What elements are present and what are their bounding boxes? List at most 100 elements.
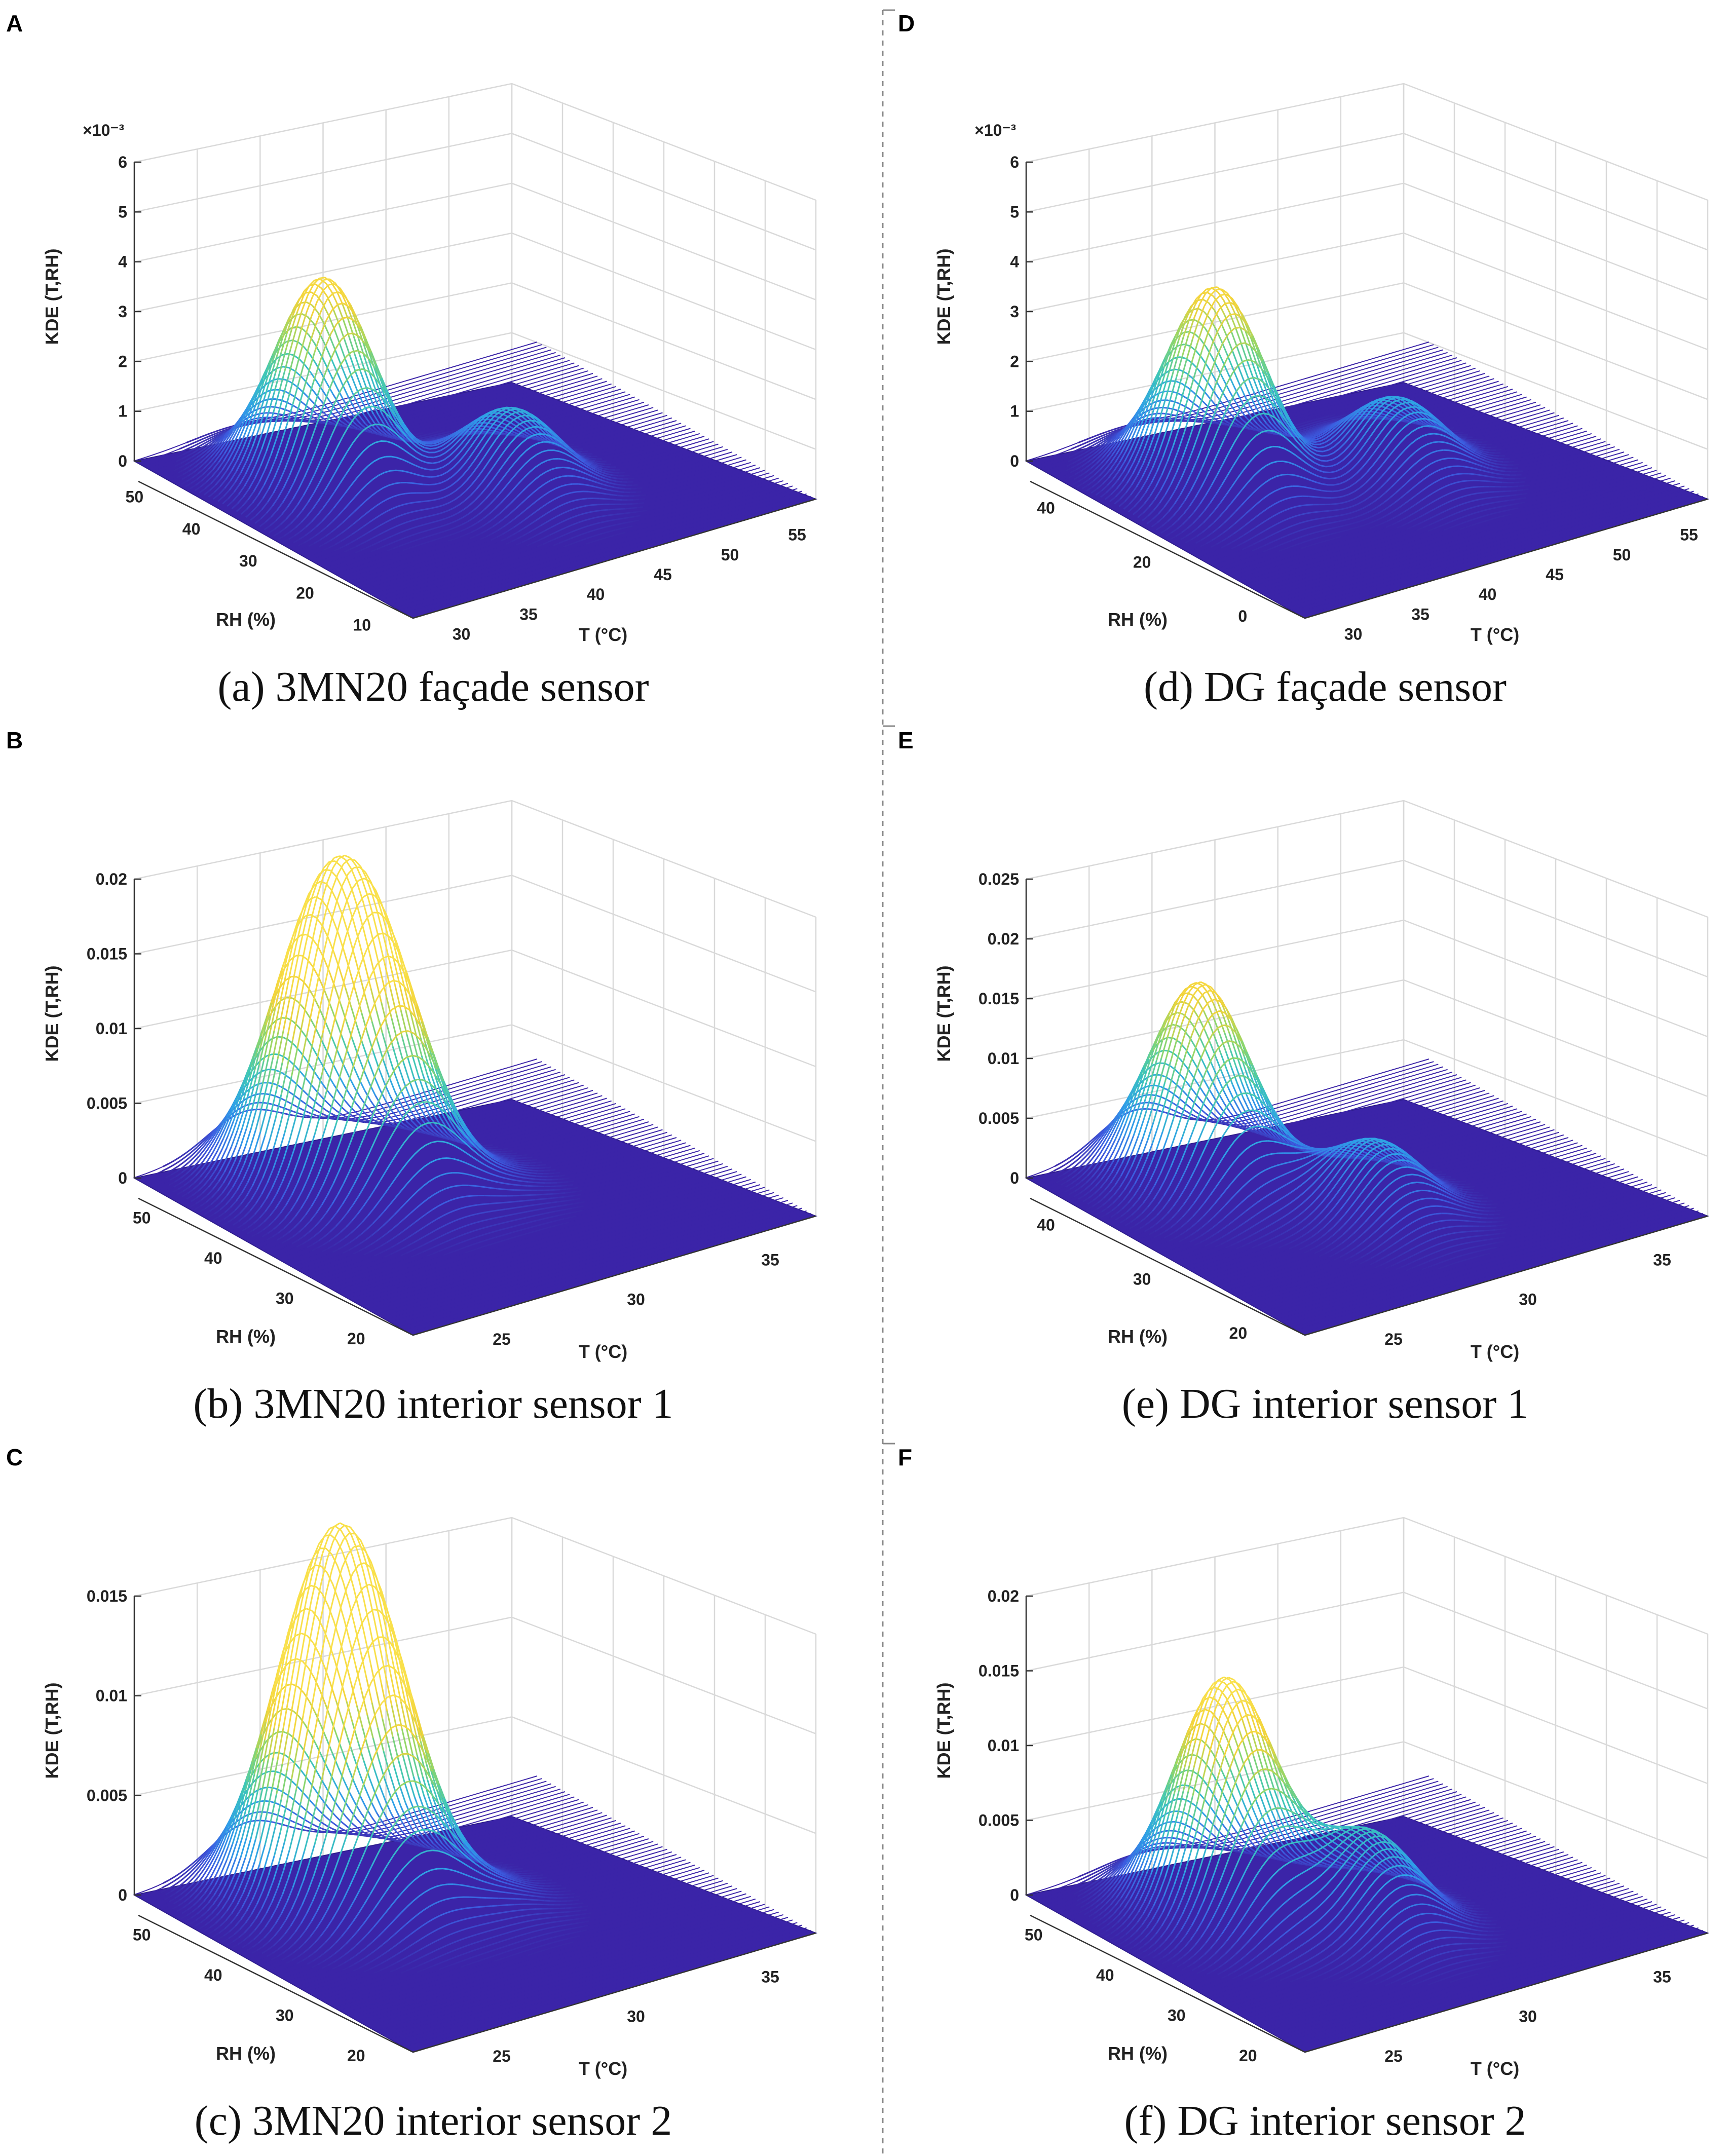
surface-line (547, 365, 552, 367)
surface-line (362, 389, 367, 402)
surface-line (295, 411, 301, 412)
surface-line (581, 375, 587, 376)
surface-line (687, 440, 693, 441)
surface-line (334, 329, 340, 344)
surface-line (305, 342, 310, 362)
surface-line (666, 418, 671, 420)
surface-line (600, 405, 606, 407)
surface-line (586, 456, 591, 457)
surface-line (490, 358, 496, 360)
surface-line (594, 407, 600, 409)
surface-line (644, 421, 650, 422)
surface-line (474, 359, 479, 361)
surface-line (310, 324, 316, 342)
surface-line (279, 379, 284, 380)
surface-line (395, 398, 400, 400)
surface-line (531, 366, 536, 368)
surface-line (573, 366, 579, 367)
surface-line (643, 425, 649, 426)
surface-line (582, 395, 587, 397)
surface-line (584, 387, 589, 388)
surface-line (593, 411, 599, 413)
surface-line (647, 412, 652, 413)
surface-line (649, 423, 654, 425)
surface-line (571, 394, 577, 396)
surface-line (569, 403, 575, 404)
surface-line (569, 383, 574, 385)
surface-line (498, 368, 504, 369)
surface-line (689, 431, 695, 433)
surface-line (638, 422, 644, 424)
surface-line (430, 448, 436, 449)
surface-line (664, 427, 669, 428)
surface-line (462, 362, 468, 364)
surface-line (429, 388, 435, 390)
surface-line (554, 380, 559, 381)
surface-line (451, 366, 457, 367)
surface-line (533, 377, 539, 379)
surface-line (331, 282, 336, 291)
surface-line (551, 368, 557, 369)
surface-line (496, 357, 501, 358)
surface-line (483, 384, 489, 386)
surface-line (503, 351, 508, 352)
surface-line (584, 406, 589, 408)
surface-line (642, 409, 647, 411)
surface-line (511, 407, 516, 408)
surface-line (539, 356, 544, 357)
surface-line (545, 350, 551, 352)
surface-line (491, 354, 497, 356)
surface-line (485, 356, 491, 357)
surface-line (524, 348, 530, 350)
surface-line (395, 483, 400, 484)
surface-line (602, 401, 607, 403)
surface-line (442, 381, 447, 382)
surface-line (376, 424, 382, 425)
surface-line (493, 369, 498, 371)
surface-line (541, 347, 546, 349)
surface-line (417, 396, 422, 397)
surface-line (409, 382, 415, 384)
surface-line (629, 417, 635, 419)
surface-line (457, 384, 462, 386)
surface-line (456, 388, 461, 390)
surface-line (587, 373, 593, 375)
surface-line (628, 421, 633, 423)
surface-line (551, 388, 557, 390)
surface-line (428, 393, 434, 394)
surface-line (462, 387, 467, 388)
surface-line (445, 388, 451, 389)
surface-line (544, 354, 550, 356)
surface-line (594, 387, 600, 389)
surface-line (615, 389, 621, 391)
surface-line (173, 449, 179, 451)
surface-line (420, 383, 425, 385)
surface-line (362, 369, 368, 371)
surface-line (632, 404, 638, 405)
surface-line (466, 369, 471, 371)
surface-line (678, 434, 684, 436)
surface-line (445, 367, 450, 369)
surface-line (633, 424, 638, 425)
gridline (134, 233, 816, 350)
surface-line (522, 376, 528, 378)
surface-line (610, 411, 615, 412)
surface-line (422, 394, 428, 396)
surface-line (479, 382, 484, 383)
surface-line (520, 411, 526, 412)
surface-line (617, 400, 623, 402)
surface-line (516, 358, 522, 360)
surface-line (554, 355, 560, 357)
surface-line (619, 416, 624, 418)
surface-line (391, 457, 397, 458)
surface-line (478, 362, 484, 363)
surface-line (499, 363, 505, 365)
surface-line (477, 366, 483, 367)
surface-line (672, 436, 678, 438)
surface-line (472, 368, 477, 369)
surface-line (553, 359, 559, 361)
surface-line (571, 374, 577, 376)
surface-line (152, 453, 157, 456)
surface-line (169, 447, 174, 449)
surface-line (520, 346, 525, 347)
